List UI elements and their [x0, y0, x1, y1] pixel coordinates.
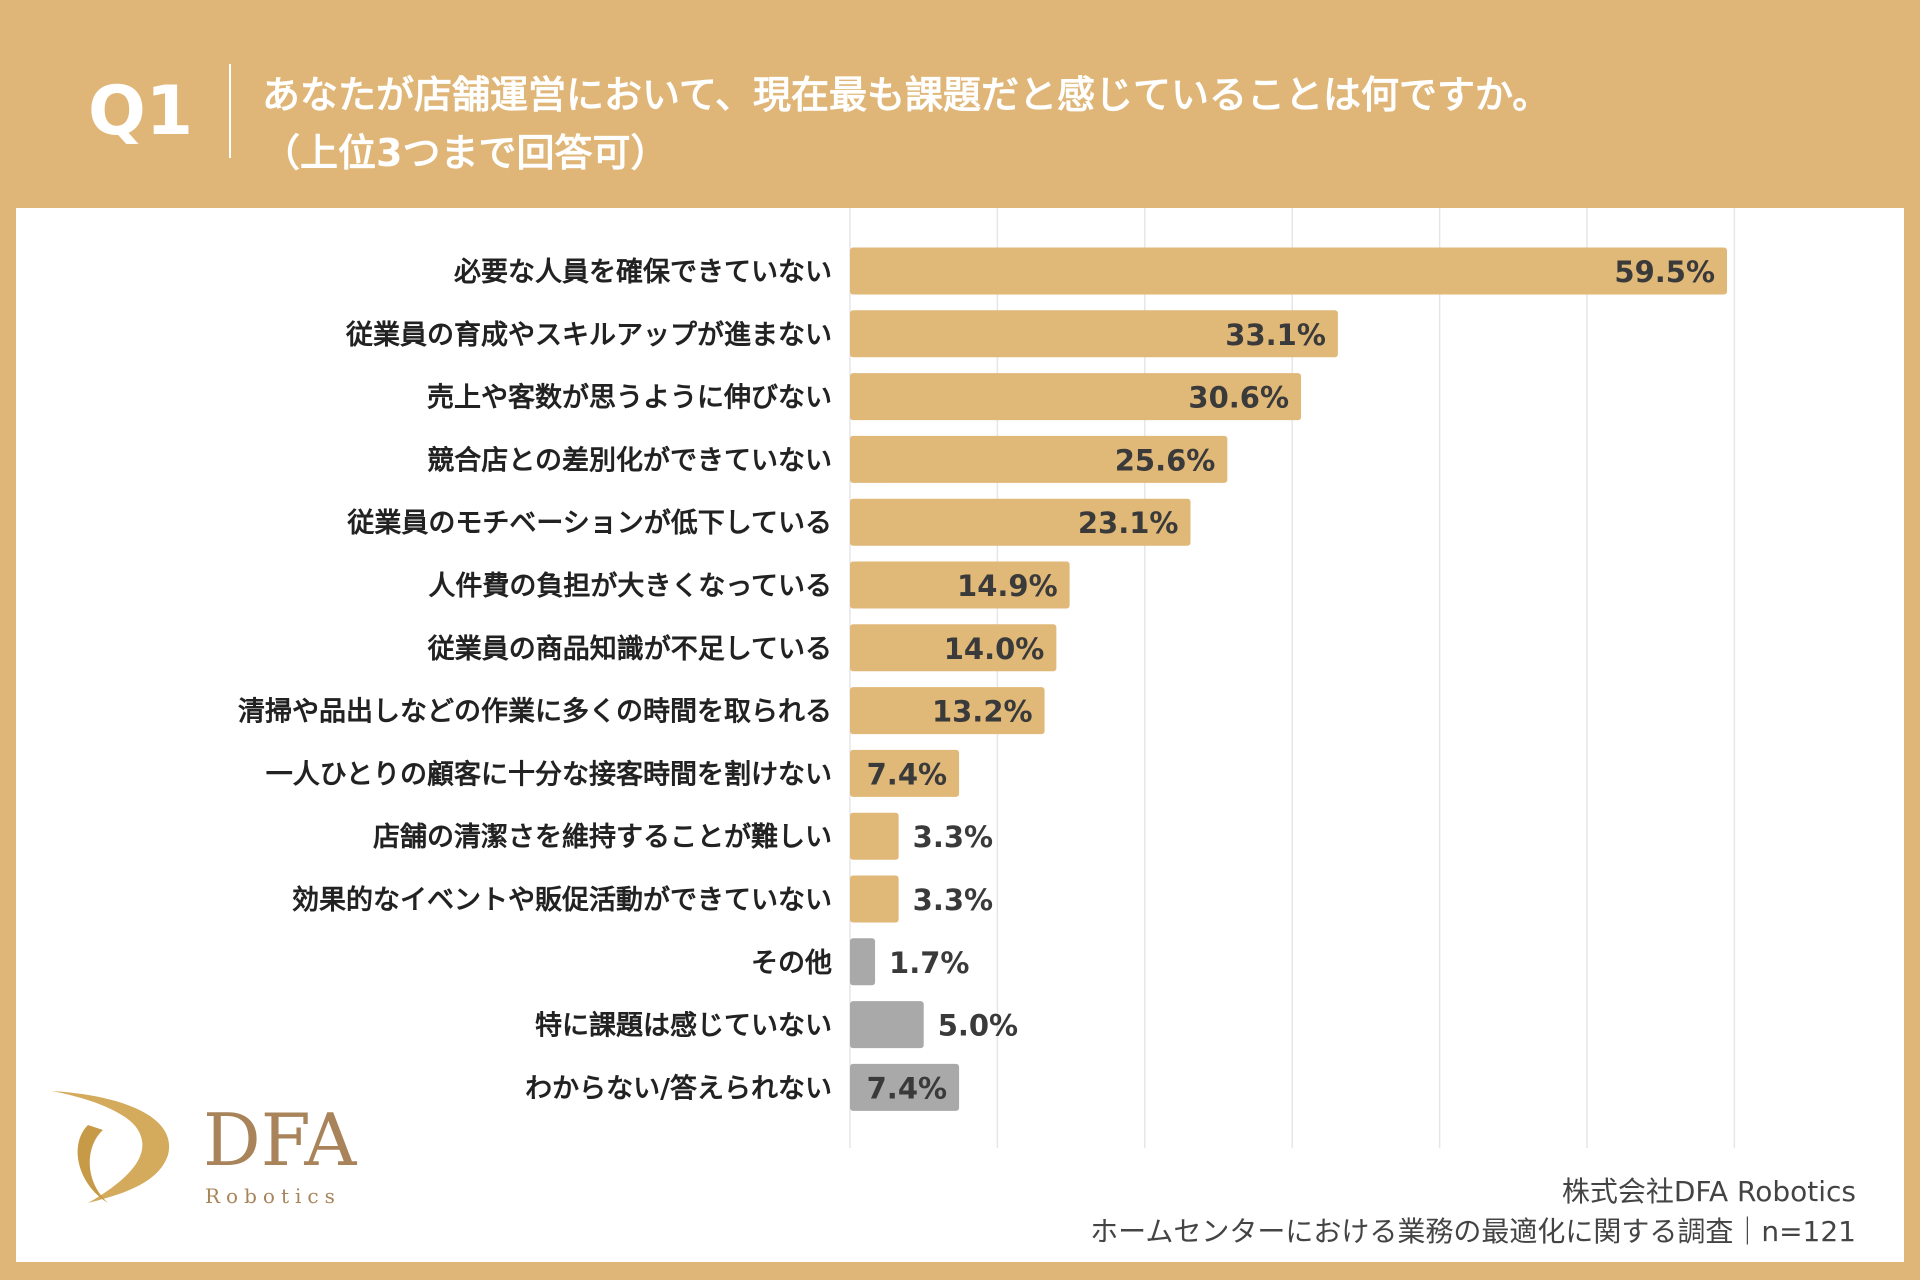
credit: 株式会社DFA Robotics ホームセンターにおける業務の最適化に関する調査… — [1090, 1172, 1856, 1252]
category-label: 一人ひとりの顧客に十分な接客時間を割けない — [266, 758, 832, 790]
value-label: 7.4% — [867, 1071, 947, 1105]
category-label: 店舗の清潔さを維持することが難しい — [373, 821, 832, 853]
bar — [850, 687, 1045, 735]
value-label: 14.0% — [944, 632, 1045, 666]
header-divider — [229, 64, 231, 158]
bar — [850, 812, 899, 860]
credit-survey: ホームセンターにおける業務の最適化に関する調査｜n=121 — [1090, 1215, 1856, 1248]
category-label: 売上や客数が思うように伸びない — [427, 382, 832, 414]
category-label: 特に課題は感じていない — [535, 1010, 832, 1042]
value-label: 7.4% — [867, 757, 947, 791]
value-label: 13.2% — [932, 695, 1033, 729]
question-number: Q1 — [88, 72, 194, 151]
bar — [850, 561, 1070, 609]
bar — [850, 498, 1191, 546]
bar — [850, 310, 1338, 358]
value-label: 59.5% — [1614, 255, 1715, 289]
value-label: 14.9% — [957, 569, 1058, 603]
category-label: その他 — [751, 948, 832, 979]
category-label: わからない/答えられない — [525, 1072, 832, 1104]
value-label: 3.3% — [913, 820, 993, 854]
value-label: 3.3% — [913, 883, 993, 917]
value-label: 1.7% — [889, 946, 969, 980]
value-label: 23.1% — [1078, 506, 1179, 540]
category-label: 従業員のモチベーションが低下している — [346, 507, 832, 539]
bar — [850, 749, 960, 797]
bar — [850, 875, 899, 923]
chart-panel: 必要な人員を確保できていない 59.5% 従業員の育成やスキルアップが進まない 33.… — [16, 208, 1904, 1262]
category-label: 従業員の育成やスキルアップが進まない — [345, 319, 832, 351]
value-label: 5.0% — [938, 1009, 1018, 1043]
question-title-line2: （上位3つまで回答可） — [262, 131, 669, 175]
value-label: 33.1% — [1225, 318, 1326, 352]
logo-subtext: Robotics — [205, 1184, 341, 1208]
category-label: 効果的なイベントや販促活動ができていない — [292, 884, 832, 916]
bar — [850, 435, 1228, 483]
category-label: 人件費の負担が大きくなっている — [428, 570, 832, 602]
bar — [850, 1001, 924, 1049]
category-label: 従業員の商品知識が不足している — [427, 633, 832, 665]
bar — [850, 373, 1302, 421]
question-title: あなたが店舗運営において、現在最も課題だと感じていることは何ですか。 （上位3つ… — [262, 66, 1550, 182]
question-title-line1: あなたが店舗運営において、現在最も課題だと感じていることは何ですか。 — [262, 73, 1551, 117]
category-label: 競合店との差別化ができていない — [427, 444, 832, 476]
category-label: 必要な人員を確保できていない — [454, 256, 832, 288]
bar — [850, 938, 876, 986]
value-label: 25.6% — [1115, 443, 1216, 477]
dfa-logo: DFA Robotics — [52, 1091, 357, 1208]
bar — [850, 1063, 960, 1111]
bar — [850, 624, 1057, 672]
bar — [850, 247, 1728, 295]
value-label: 30.6% — [1188, 381, 1289, 415]
bar-chart: 必要な人員を確保できていない 59.5% 従業員の育成やスキルアップが進まない 33.… — [238, 208, 1736, 1148]
category-label: 清掃や品出しなどの作業に多くの時間を取られる — [238, 697, 832, 728]
credit-company: 株式会社DFA Robotics — [1561, 1175, 1856, 1208]
logo-text: DFA — [203, 1098, 357, 1182]
